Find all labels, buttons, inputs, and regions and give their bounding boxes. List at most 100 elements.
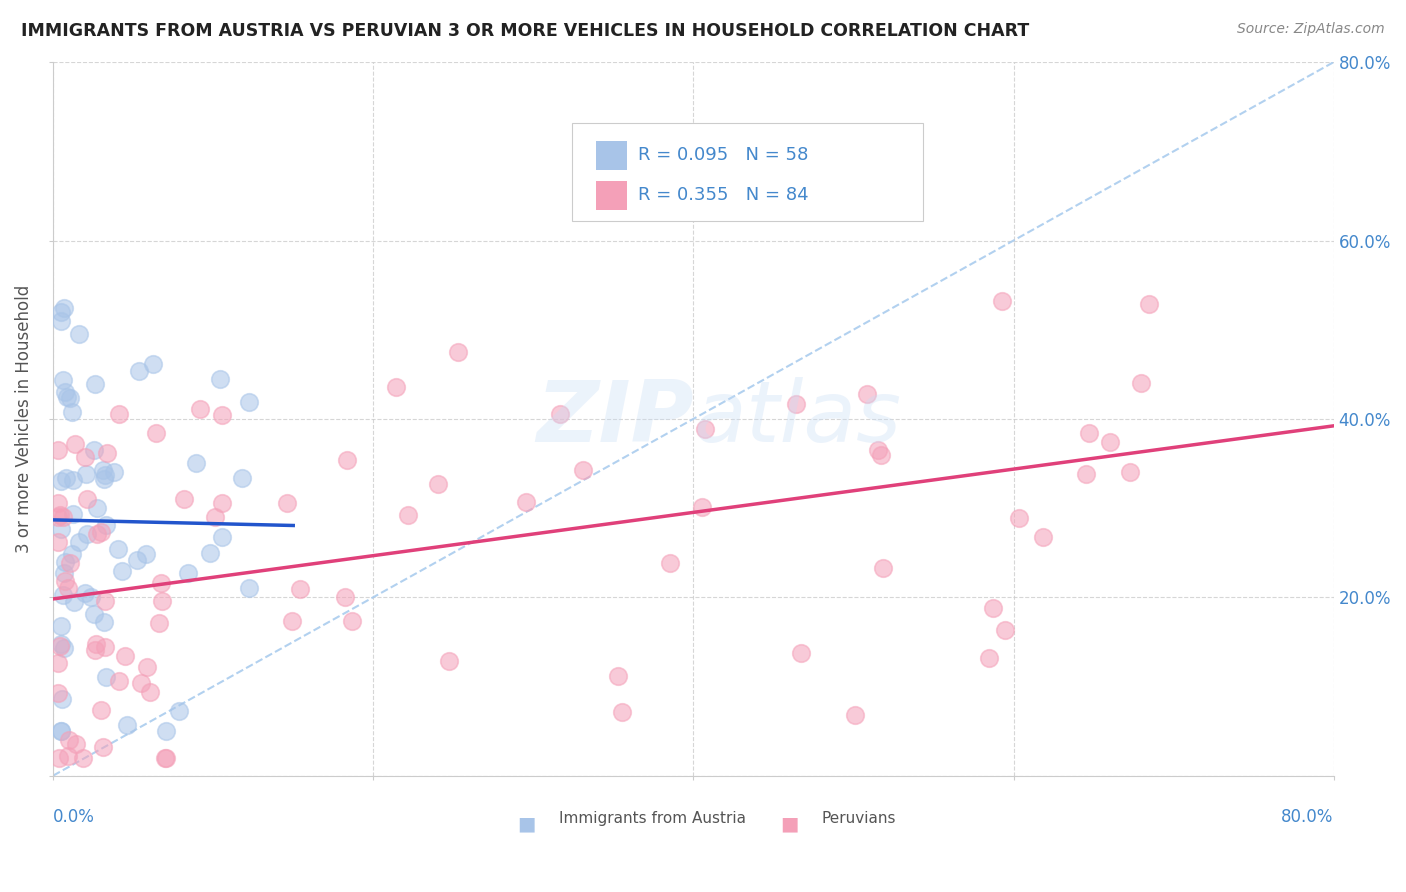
Point — [111, 564, 134, 578]
Point — [90, 703, 112, 717]
Point — [86, 527, 108, 541]
Point — [67, 535, 90, 549]
Point — [333, 591, 356, 605]
Point — [385, 380, 408, 394]
Point — [515, 495, 537, 509]
Point — [238, 395, 260, 409]
Point — [94, 640, 117, 654]
Point — [993, 623, 1015, 637]
Point — [51, 692, 73, 706]
Point — [659, 556, 682, 570]
Point — [155, 751, 177, 765]
Point — [49, 724, 72, 739]
Point — [62, 507, 84, 521]
Point — [211, 408, 233, 422]
Point — [93, 462, 115, 476]
Point — [977, 651, 1000, 665]
Point — [93, 615, 115, 630]
Point — [1137, 297, 1160, 311]
Point — [693, 422, 716, 436]
Point — [108, 673, 131, 688]
Point — [288, 582, 311, 596]
Point — [49, 305, 72, 319]
Point — [46, 509, 69, 524]
Point — [336, 453, 359, 467]
Point — [184, 457, 207, 471]
Point — [149, 576, 172, 591]
Point — [67, 327, 90, 342]
Point — [90, 524, 112, 539]
Point — [52, 588, 75, 602]
Point — [55, 390, 77, 404]
Point — [58, 733, 80, 747]
Point — [1119, 465, 1142, 479]
Point — [48, 508, 70, 522]
Point — [83, 377, 105, 392]
Point — [396, 508, 419, 522]
Point — [91, 739, 114, 754]
Point — [869, 448, 891, 462]
Point — [204, 509, 226, 524]
Point — [52, 301, 75, 315]
Point — [65, 737, 87, 751]
Point — [53, 566, 76, 580]
Point — [62, 405, 84, 419]
Text: ■: ■ — [517, 815, 536, 834]
Point — [169, 704, 191, 718]
Point — [86, 501, 108, 516]
Point — [200, 546, 222, 560]
Point — [135, 547, 157, 561]
Point — [59, 392, 82, 406]
Point — [612, 705, 634, 719]
Text: ZIP: ZIP — [536, 377, 693, 460]
Point — [138, 685, 160, 699]
Text: 0.0%: 0.0% — [53, 808, 96, 826]
Point — [231, 471, 253, 485]
Point — [84, 638, 107, 652]
Point — [872, 560, 894, 574]
Point — [115, 718, 138, 732]
Point — [49, 618, 72, 632]
Point — [83, 443, 105, 458]
Point — [447, 345, 470, 359]
Point — [59, 556, 82, 570]
Point — [83, 607, 105, 621]
Point — [75, 467, 97, 481]
Point — [142, 357, 165, 371]
Point — [49, 637, 72, 651]
Text: Immigrants from Austria: Immigrants from Austria — [560, 812, 747, 826]
Point — [238, 581, 260, 595]
Point — [173, 491, 195, 506]
Point — [114, 649, 136, 664]
Point — [96, 446, 118, 460]
Point — [145, 425, 167, 440]
Point — [73, 585, 96, 599]
Y-axis label: 3 or more Vehicles in Household: 3 or more Vehicles in Household — [15, 285, 32, 553]
Text: Peruvians: Peruvians — [821, 812, 896, 826]
Point — [107, 541, 129, 556]
Point — [93, 467, 115, 482]
Point — [80, 590, 103, 604]
Point — [53, 385, 76, 400]
Point — [690, 500, 713, 514]
Point — [1129, 376, 1152, 390]
Point — [46, 656, 69, 670]
Point — [93, 594, 115, 608]
Point — [49, 314, 72, 328]
Point — [58, 749, 80, 764]
Point — [49, 724, 72, 739]
Point — [1008, 510, 1031, 524]
Point — [53, 574, 76, 588]
Point — [49, 475, 72, 489]
Point — [148, 615, 170, 630]
Point — [76, 491, 98, 506]
Point — [155, 724, 177, 739]
Point — [607, 669, 630, 683]
Point — [868, 443, 890, 458]
Point — [46, 686, 69, 700]
Point — [981, 600, 1004, 615]
Point — [93, 472, 115, 486]
Point — [1032, 530, 1054, 544]
Point — [991, 293, 1014, 308]
Point — [107, 407, 129, 421]
